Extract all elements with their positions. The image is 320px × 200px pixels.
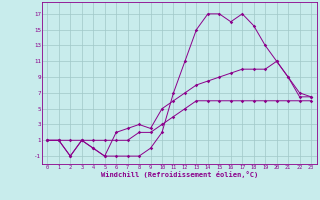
X-axis label: Windchill (Refroidissement éolien,°C): Windchill (Refroidissement éolien,°C) xyxy=(100,171,258,178)
